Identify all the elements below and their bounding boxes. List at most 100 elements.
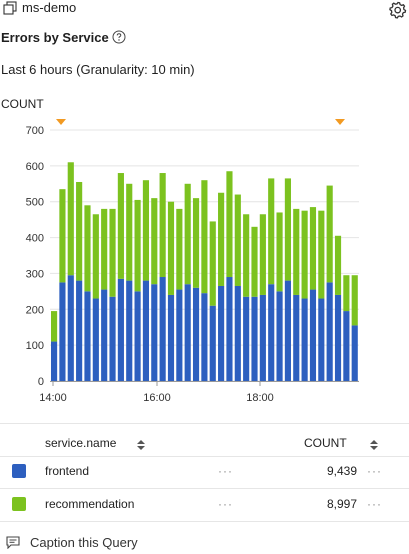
bar-recommendation <box>51 311 58 342</box>
bar-frontend <box>301 298 308 381</box>
bar-frontend <box>209 305 216 381</box>
y-tick-label: 700 <box>26 125 44 137</box>
bar-recommendation <box>151 198 158 285</box>
bar-frontend <box>293 294 300 381</box>
bar-frontend <box>67 275 74 381</box>
help-circle-icon[interactable] <box>112 30 126 44</box>
bar-frontend <box>184 284 191 381</box>
more-options-icon[interactable]: ··· <box>218 497 233 511</box>
legend-swatch-recommendation <box>12 497 26 511</box>
bar-recommendation <box>268 178 275 285</box>
bar-frontend <box>276 291 283 381</box>
bar-frontend <box>251 296 258 381</box>
more-options-icon[interactable]: ··· <box>218 464 233 478</box>
bar-frontend <box>126 280 133 381</box>
sort-icon[interactable] <box>369 438 379 450</box>
more-options-icon[interactable]: ··· <box>367 497 382 511</box>
bar-frontend <box>134 291 141 381</box>
bar-recommendation <box>226 171 233 278</box>
column-header-service-name[interactable]: service.name <box>45 436 117 450</box>
bar-recommendation <box>259 214 266 295</box>
bar-recommendation <box>334 235 342 295</box>
bar-recommendation <box>176 208 183 290</box>
bar-frontend <box>234 285 241 381</box>
bar-recommendation <box>184 183 191 285</box>
stacked-bar-chart: 0 100 200 300 400 500 600 700 14:00 16:00 18:00 <box>26 119 359 404</box>
y-tick-label: 100 <box>26 340 44 352</box>
bar-frontend <box>167 294 175 381</box>
bar-frontend <box>259 294 266 381</box>
bar-recommendation <box>142 180 150 281</box>
sort-icon[interactable] <box>136 438 146 450</box>
bar-recommendation <box>343 275 350 312</box>
bar-recommendation <box>243 214 250 297</box>
bar-recommendation <box>276 212 283 292</box>
y-tick-label: 200 <box>26 304 44 316</box>
bar-recommendation <box>309 207 317 290</box>
bar-frontend <box>351 325 358 381</box>
bar-recommendation <box>209 221 216 306</box>
bar-frontend <box>218 285 225 381</box>
bar-recommendation <box>67 162 74 276</box>
count-cell: 8,997 <box>327 497 358 511</box>
caption-icon[interactable] <box>6 536 20 550</box>
bar-frontend <box>51 341 58 381</box>
service-name-cell: frontend <box>45 464 90 478</box>
caption-query-link[interactable]: Caption this Query <box>30 535 138 550</box>
stacked-windows-icon <box>3 1 17 15</box>
bar-recommendation <box>218 192 225 286</box>
bar-frontend <box>309 289 317 381</box>
bar-frontend <box>159 277 166 381</box>
widget-title: Errors by Service <box>1 30 109 45</box>
bar-frontend <box>284 280 291 381</box>
chart-y-axis-label: COUNT <box>1 97 44 111</box>
bar-frontend <box>109 296 116 381</box>
x-tick-label: 14:00 <box>39 392 67 404</box>
event-marker <box>56 119 66 125</box>
bar-frontend <box>334 294 342 381</box>
gear-icon[interactable] <box>388 0 408 20</box>
bar-frontend <box>243 296 250 381</box>
bar-frontend <box>201 293 208 381</box>
bar-frontend <box>84 291 91 381</box>
bar-recommendation <box>318 210 325 299</box>
time-range-label: Last 6 hours (Granularity: 10 min) <box>1 62 195 77</box>
bar-frontend <box>59 282 66 381</box>
y-tick-label: 600 <box>26 161 44 173</box>
bar-frontend <box>343 311 350 381</box>
bar-recommendation <box>251 226 258 297</box>
y-tick-label: 300 <box>26 268 44 280</box>
bar-frontend <box>117 278 124 381</box>
bar-frontend <box>318 298 325 381</box>
bar-recommendation <box>76 181 83 281</box>
bar-recommendation <box>92 214 99 299</box>
column-header-count[interactable]: COUNT <box>304 436 347 450</box>
bar-recommendation <box>101 208 108 290</box>
bar-frontend <box>142 280 150 381</box>
bar-recommendation <box>192 198 200 288</box>
bar-frontend <box>176 289 183 381</box>
bar-frontend <box>192 287 200 381</box>
bar-recommendation <box>301 210 308 299</box>
table-bottom-divider <box>0 521 409 522</box>
bar-frontend <box>151 284 158 381</box>
table-top-divider <box>0 423 409 424</box>
bar-frontend <box>76 280 83 381</box>
y-tick-label: 400 <box>26 233 44 245</box>
bar-recommendation <box>234 194 241 286</box>
bar-recommendation <box>59 189 66 283</box>
bar-recommendation <box>167 201 175 295</box>
y-tick-label: 500 <box>26 197 44 209</box>
bar-frontend <box>101 289 108 381</box>
y-tick-label: 0 <box>38 376 44 388</box>
more-options-icon[interactable]: ··· <box>367 464 382 478</box>
bar-recommendation <box>201 180 208 294</box>
bar-recommendation <box>159 173 166 278</box>
bar-recommendation <box>117 173 124 279</box>
bar-recommendation <box>134 199 141 292</box>
x-tick-label: 18:00 <box>246 392 274 404</box>
bar-recommendation <box>351 275 358 326</box>
page-title: ms-demo <box>22 0 77 15</box>
bar-recommendation <box>293 208 300 295</box>
table-row-divider <box>0 488 409 489</box>
